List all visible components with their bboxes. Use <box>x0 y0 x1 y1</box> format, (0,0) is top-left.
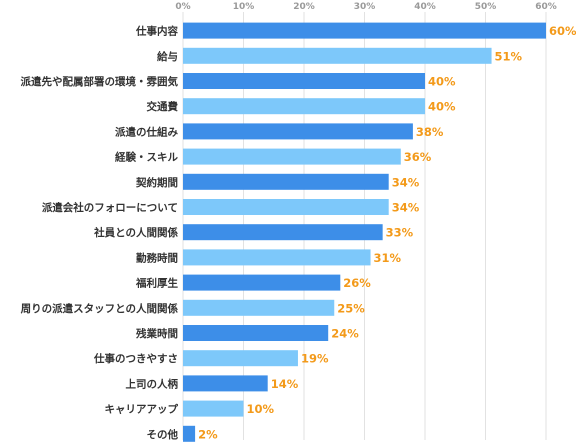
bar-7 <box>183 173 389 190</box>
bar-5 <box>183 123 413 140</box>
category-label-6: 経験・スキル <box>115 151 178 164</box>
bar-15 <box>183 375 268 392</box>
value-label-17: 2% <box>198 427 218 441</box>
value-label-13: 24% <box>331 327 359 341</box>
x-tick-label-40: 40% <box>414 2 436 12</box>
bar-13 <box>183 325 329 341</box>
value-label-15: 14% <box>271 377 299 391</box>
value-label-4: 40% <box>428 100 456 114</box>
value-label-6: 36% <box>404 150 432 164</box>
category-label-15: 上司の人柄 <box>126 377 179 390</box>
x-tick-label-10: 10% <box>233 2 255 12</box>
bars <box>183 22 546 442</box>
value-label-9: 33% <box>386 226 414 240</box>
x-tick-label-50: 50% <box>475 2 497 12</box>
x-axis-ticks: 0% 10% 20% 30% 40% 50% 60% <box>175 2 556 12</box>
value-label-2: 51% <box>495 49 523 63</box>
value-label-7: 34% <box>392 175 420 189</box>
bar-3 <box>183 73 425 89</box>
category-label-3: 派遣先や配属部署の環境・雰囲気 <box>21 75 179 88</box>
category-label-8: 派遣会社のフォローについて <box>42 201 178 214</box>
value-labels: 60%51%40%40%38%36%34%34%33%31%26%25%24%1… <box>198 24 576 441</box>
category-label-4: 交通費 <box>147 100 179 113</box>
value-label-16: 10% <box>247 402 275 416</box>
value-label-12: 25% <box>337 301 365 315</box>
bar-1 <box>183 22 546 39</box>
bar-2 <box>183 47 492 64</box>
category-label-7: 契約期間 <box>135 176 178 189</box>
bar-11 <box>183 274 341 291</box>
x-tick-label-60: 60% <box>535 2 557 12</box>
value-label-11: 26% <box>343 276 371 290</box>
bar-4 <box>183 98 425 115</box>
x-tick-label-20: 20% <box>293 2 315 12</box>
category-label-14: 仕事のつきやすさ <box>93 352 178 365</box>
category-label-16: キャリアアップ <box>105 403 179 416</box>
category-label-9: 社員との人間関係 <box>93 226 178 239</box>
bar-10 <box>183 249 371 266</box>
category-label-13: 残業時間 <box>136 327 178 340</box>
value-label-10: 31% <box>374 251 402 265</box>
category-label-12: 周りの派遣スタッフとの人間関係 <box>21 302 179 315</box>
value-label-5: 38% <box>416 125 444 139</box>
category-label-10: 勤務時間 <box>136 251 178 264</box>
x-tick-label-0: 0% <box>175 2 190 12</box>
bar-8 <box>183 199 389 215</box>
value-label-3: 40% <box>428 75 456 89</box>
category-label-2: 給与 <box>157 50 178 63</box>
category-label-11: 福利厚生 <box>135 277 178 290</box>
bar-9 <box>183 224 383 241</box>
bar-16 <box>183 400 244 417</box>
category-labels: 仕事内容給与派遣先や配属部署の環境・雰囲気交通費派遣の仕組み経験・スキル契約期間… <box>21 25 179 441</box>
bar-12 <box>183 299 335 316</box>
bar-14 <box>183 350 298 367</box>
value-label-1: 60% <box>549 24 576 38</box>
category-label-5: 派遣の仕組み <box>115 125 178 138</box>
x-tick-label-30: 30% <box>354 2 376 12</box>
value-label-14: 19% <box>301 352 329 366</box>
bar-17 <box>183 425 196 442</box>
value-label-8: 34% <box>392 201 420 215</box>
category-label-17: その他 <box>147 428 179 441</box>
category-label-1: 仕事内容 <box>135 25 178 38</box>
bar-6 <box>183 148 401 165</box>
